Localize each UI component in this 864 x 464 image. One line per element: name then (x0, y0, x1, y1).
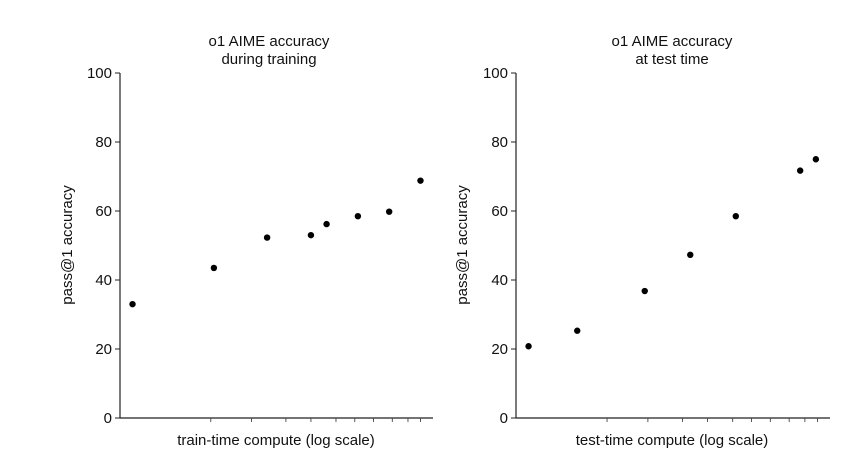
data-point (323, 220, 330, 228)
y-tick-label: 100 (483, 65, 508, 82)
y-tick-label: 0 (104, 410, 112, 427)
y-tick-label: 80 (95, 134, 112, 151)
chart-training: o1 AIME accuracy during training train-t… (59, 33, 433, 449)
chart-title-line-2: at test time (635, 51, 708, 68)
y-tick-label: 40 (95, 272, 112, 289)
data-point (129, 300, 136, 308)
data-point (385, 208, 393, 215)
data-point (354, 212, 362, 220)
x-axis-label: train-time compute (log scale) (177, 432, 375, 449)
data-point (307, 231, 315, 239)
data-point (525, 343, 532, 350)
data-point (641, 287, 648, 295)
y-tick-label: 20 (491, 341, 508, 358)
y-tick-label: 0 (500, 410, 508, 427)
y-tick-label: 20 (95, 341, 112, 358)
data-point (687, 251, 694, 259)
y-axis-label: pass@1 accuracy (454, 185, 471, 305)
data-point (732, 212, 739, 220)
data-point (263, 234, 271, 241)
data-point (417, 177, 424, 184)
chart-title-line-1: o1 AIME accuracy (612, 33, 733, 50)
data-point (812, 156, 820, 163)
chart-title-line-1: o1 AIME accuracy (209, 33, 330, 50)
data-point (796, 167, 804, 174)
y-tick-label: 40 (491, 272, 508, 289)
data-point (574, 327, 581, 334)
data-point (210, 264, 218, 272)
chart-test-time: o1 AIME accuracy at test time test-time … (454, 33, 830, 449)
y-tick-label: 100 (87, 65, 112, 82)
y-tick-label: 60 (491, 203, 508, 220)
chart-title-line-2: during training (221, 51, 316, 68)
x-axis-label: test-time compute (log scale) (576, 432, 769, 449)
y-tick-label: 60 (95, 203, 112, 220)
y-axis-label: pass@1 accuracy (59, 185, 76, 305)
y-tick-label: 80 (491, 134, 508, 151)
